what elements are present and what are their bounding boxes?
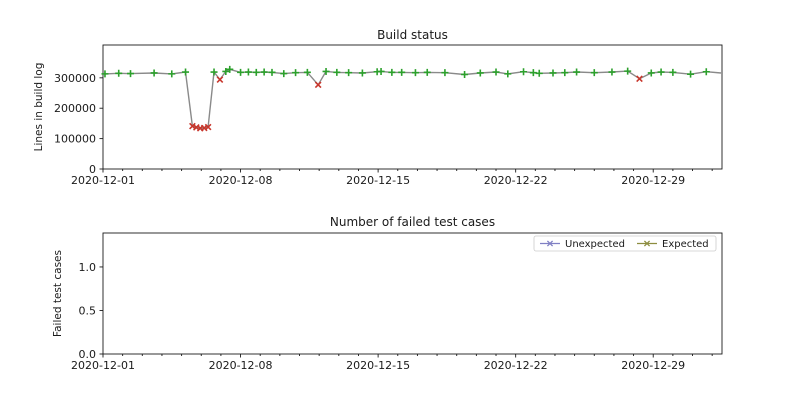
y-tick-label: 0.5 bbox=[79, 304, 97, 317]
success-build-marker bbox=[150, 69, 158, 77]
legend-label: Expected bbox=[662, 239, 709, 250]
success-build-marker bbox=[423, 68, 431, 76]
x-tick-label: 2020-12-01 bbox=[71, 359, 135, 372]
success-build-marker bbox=[573, 68, 581, 76]
success-build-marker bbox=[520, 68, 528, 76]
success-build-marker bbox=[388, 68, 396, 76]
y-tick-label: 200000 bbox=[54, 102, 96, 115]
success-build-marker bbox=[237, 68, 245, 76]
success-build-marker bbox=[535, 69, 543, 77]
y-tick-label: 100000 bbox=[54, 133, 96, 146]
x-tick-label: 2020-12-22 bbox=[484, 359, 548, 372]
success-build-marker bbox=[461, 70, 469, 78]
success-build-marker bbox=[168, 70, 176, 78]
success-build-marker bbox=[657, 68, 665, 76]
y-tick-label: 300000 bbox=[54, 72, 96, 85]
axes-spines bbox=[102, 232, 723, 355]
success-build-marker bbox=[504, 70, 512, 78]
success-build-marker bbox=[303, 68, 311, 76]
failed-build-marker bbox=[636, 75, 643, 83]
failed-build-marker bbox=[314, 81, 322, 89]
x-tick-label: 2020-12-15 bbox=[346, 359, 410, 372]
y-tick-label: 0.0 bbox=[79, 348, 97, 361]
x-tick-label: 2020-12-15 bbox=[346, 174, 410, 187]
success-build-marker bbox=[322, 67, 330, 75]
success-build-marker bbox=[549, 69, 557, 77]
success-build-marker bbox=[669, 68, 677, 76]
success-build-marker bbox=[210, 68, 218, 76]
success-build-marker bbox=[280, 70, 288, 78]
build-status-title: Build status bbox=[377, 28, 448, 42]
success-build-marker bbox=[492, 68, 500, 76]
success-build-marker bbox=[702, 68, 710, 76]
success-build-marker bbox=[441, 69, 449, 77]
success-build-marker bbox=[226, 65, 234, 73]
failed-build-marker bbox=[216, 76, 224, 84]
build-log-line bbox=[104, 68, 722, 130]
x-tick-label: 2020-12-29 bbox=[621, 174, 685, 187]
success-build-marker bbox=[345, 69, 353, 77]
legend-item: Unexpected bbox=[540, 239, 625, 250]
success-build-marker bbox=[529, 69, 537, 77]
success-build-marker bbox=[687, 70, 695, 78]
success-build-marker bbox=[398, 68, 406, 76]
x-tick-label: 2020-12-01 bbox=[71, 174, 135, 187]
success-build-marker bbox=[115, 69, 123, 77]
success-build-marker bbox=[358, 69, 366, 77]
success-build-marker bbox=[268, 68, 276, 76]
success-build-marker bbox=[252, 68, 260, 76]
success-build-marker bbox=[411, 69, 419, 77]
failed-tests-ylabel: Failed test cases bbox=[52, 250, 64, 337]
success-build-marker bbox=[127, 70, 135, 78]
success-build-marker bbox=[647, 69, 655, 77]
failed-test-cases-chart: 2020-12-01 2020-12-08 2020-12-15 2020-12-22… bbox=[71, 232, 723, 372]
build-status-ylabel: Lines in build log bbox=[33, 63, 45, 152]
success-build-marker bbox=[590, 69, 598, 77]
success-build-marker bbox=[561, 69, 569, 77]
axes-spines bbox=[102, 44, 723, 170]
success-build-marker bbox=[101, 70, 109, 78]
success-build-marker bbox=[244, 68, 252, 76]
y-tick-label: 1.0 bbox=[79, 261, 97, 274]
success-build-marker bbox=[608, 68, 616, 76]
success-build-marker bbox=[476, 69, 484, 77]
success-build-marker bbox=[292, 69, 300, 77]
legend-x-marker bbox=[643, 240, 651, 247]
success-build-marker bbox=[182, 68, 190, 76]
legend-item: Expected bbox=[637, 239, 709, 250]
failed-build-marker bbox=[204, 123, 212, 131]
x-tick-label: 2020-12-08 bbox=[209, 359, 273, 372]
legend-label: Unexpected bbox=[565, 239, 625, 250]
x-tick-label: 2020-12-29 bbox=[621, 359, 685, 372]
build-status-chart: 2020-12-01 2020-12-08 2020-12-15 2020-12-22… bbox=[54, 44, 723, 187]
x-tick-label: 2020-12-08 bbox=[209, 174, 273, 187]
legend-frame bbox=[533, 235, 717, 252]
y-tick-label: 0 bbox=[89, 163, 96, 176]
legend-x-marker bbox=[546, 240, 554, 247]
failed-tests-title: Number of failed test cases bbox=[330, 215, 495, 229]
legend: Unexpected Expected bbox=[533, 235, 717, 252]
success-build-marker bbox=[333, 68, 341, 76]
success-build-marker bbox=[222, 67, 230, 75]
success-build-marker bbox=[260, 68, 268, 76]
success-build-marker bbox=[377, 67, 385, 75]
x-tick-label: 2020-12-22 bbox=[484, 174, 548, 187]
success-build-marker bbox=[624, 67, 632, 75]
